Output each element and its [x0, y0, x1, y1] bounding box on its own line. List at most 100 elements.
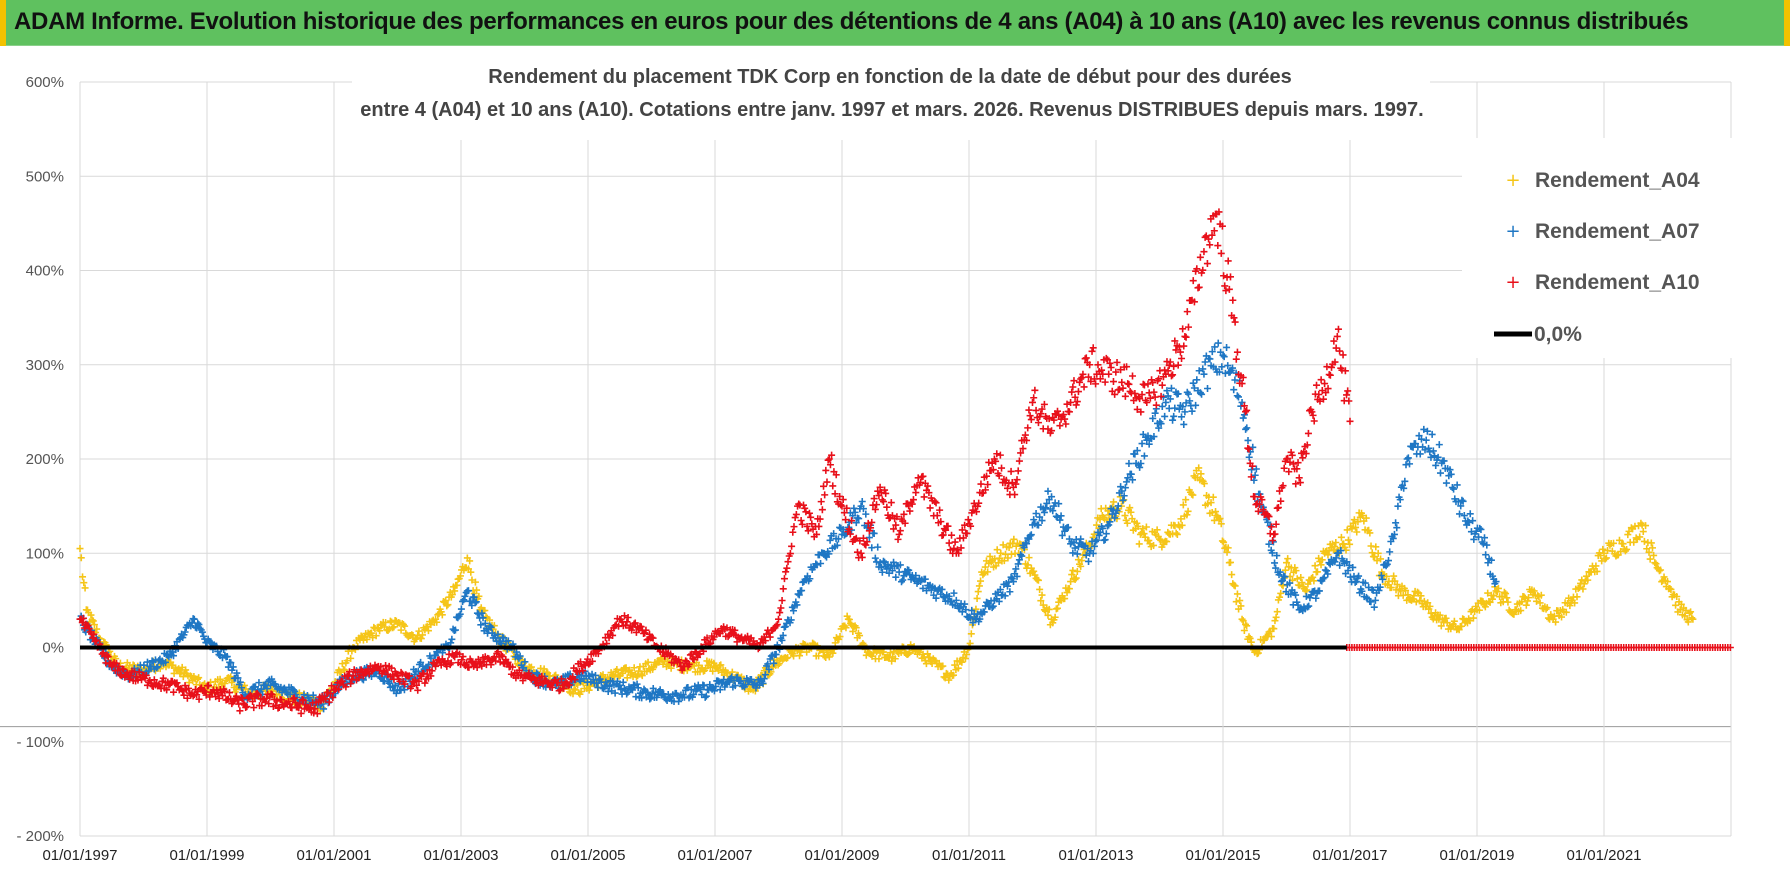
- data-point: [1624, 531, 1632, 539]
- data-point: [453, 581, 461, 589]
- data-point: [1313, 568, 1321, 576]
- data-point: [657, 654, 665, 662]
- data-point: [1233, 590, 1241, 598]
- data-point: [958, 658, 966, 666]
- data-point: [1658, 578, 1666, 586]
- data-point: [1488, 595, 1496, 603]
- data-point: [129, 661, 137, 669]
- data-point: [87, 611, 95, 619]
- data-point: [1240, 627, 1248, 635]
- data-point: [880, 648, 888, 656]
- data-point: [1045, 605, 1053, 613]
- data-point: [1356, 513, 1364, 521]
- data-point: [1583, 572, 1591, 580]
- data-point: [630, 664, 638, 672]
- data-point: [1030, 567, 1038, 575]
- data-point: [1677, 600, 1685, 608]
- data-point: [1178, 521, 1186, 529]
- data-point: [1358, 509, 1366, 517]
- data-point: [1150, 541, 1158, 549]
- data-point: [343, 657, 351, 665]
- data-point: [774, 661, 782, 669]
- data-point: [81, 584, 89, 592]
- data-point: [234, 674, 242, 682]
- data-point: [1503, 594, 1511, 602]
- data-point: [1552, 618, 1560, 626]
- data-point: [939, 662, 947, 670]
- data-point: [1479, 598, 1487, 606]
- data-point: [1013, 539, 1021, 547]
- data-point: [875, 655, 883, 663]
- data-point: [1502, 590, 1510, 598]
- data-point: [1171, 522, 1179, 530]
- data-point: [1133, 519, 1141, 527]
- data-point: [1402, 587, 1410, 595]
- data-point: [148, 657, 156, 665]
- data-point: [1528, 586, 1536, 594]
- y-axis-ticks: 600% 500% 400% 300% 200% 100% 0% - 100% - 200%: [16, 74, 64, 845]
- data-point: [262, 681, 270, 689]
- data-point: [397, 626, 405, 634]
- data-point: [1324, 551, 1332, 559]
- data-point: [1260, 636, 1268, 644]
- data-point: [1666, 584, 1674, 592]
- data-point: [475, 592, 483, 600]
- data-point: [1566, 602, 1574, 610]
- data-point: [1310, 577, 1318, 585]
- data-point: [1177, 515, 1185, 523]
- data-point: [1565, 594, 1573, 602]
- data-point: [1404, 591, 1412, 599]
- data-point: [845, 615, 853, 623]
- chart-title-line-2: entre 4 (A04) et 10 ans (A10). Cotations…: [360, 99, 1423, 121]
- data-point: [229, 663, 237, 671]
- legend-item-a10[interactable]: + Rendement_A10: [1505, 271, 1699, 294]
- data-point: [1424, 599, 1432, 607]
- data-point: [385, 625, 393, 633]
- data-point: [1417, 592, 1425, 600]
- data-point: [1237, 602, 1245, 610]
- data-point: [1636, 533, 1644, 541]
- data-point: [941, 674, 949, 682]
- data-point: [821, 652, 829, 660]
- data-point: [986, 552, 994, 560]
- data-point: [1126, 504, 1134, 512]
- data-point: [1204, 500, 1212, 508]
- data-point: [77, 554, 85, 562]
- data-point: [803, 648, 811, 656]
- data-point: [1179, 501, 1187, 509]
- data-point: [1667, 585, 1675, 593]
- data-point: [1081, 550, 1089, 558]
- data-point: [1195, 464, 1203, 472]
- legend-item-a07[interactable]: + Rendement_A07: [1505, 220, 1699, 243]
- data-point: [236, 678, 244, 686]
- data-point: [411, 635, 419, 643]
- data-point: [1267, 633, 1275, 641]
- data-point: [1466, 617, 1474, 625]
- data-point: [885, 653, 893, 661]
- y-tick-label: 0%: [42, 640, 64, 657]
- data-point: [1436, 611, 1444, 619]
- data-point: [1215, 515, 1223, 523]
- data-point: [1660, 573, 1668, 581]
- data-point: [1200, 480, 1208, 488]
- data-point: [1298, 579, 1306, 587]
- legend-item-a04[interactable]: + Rendement_A04: [1505, 169, 1699, 192]
- data-point: [1220, 538, 1228, 546]
- data-point: [1494, 584, 1502, 592]
- legend-marker-a04: +: [1505, 170, 1520, 191]
- y-tick-label: 300%: [26, 357, 64, 374]
- data-point: [1593, 567, 1601, 575]
- data-point: [1584, 576, 1592, 584]
- data-point: [984, 568, 992, 576]
- data-point: [945, 676, 953, 684]
- data-point: [815, 652, 823, 660]
- data-point: [221, 680, 229, 688]
- data-point: [228, 666, 236, 674]
- data-point: [1173, 530, 1181, 538]
- data-point: [320, 705, 328, 713]
- data-point: [93, 625, 101, 633]
- data-point: [444, 601, 452, 609]
- x-tick-label: 01/01/2005: [550, 847, 625, 864]
- data-point: [967, 630, 975, 638]
- data-point: [417, 635, 425, 643]
